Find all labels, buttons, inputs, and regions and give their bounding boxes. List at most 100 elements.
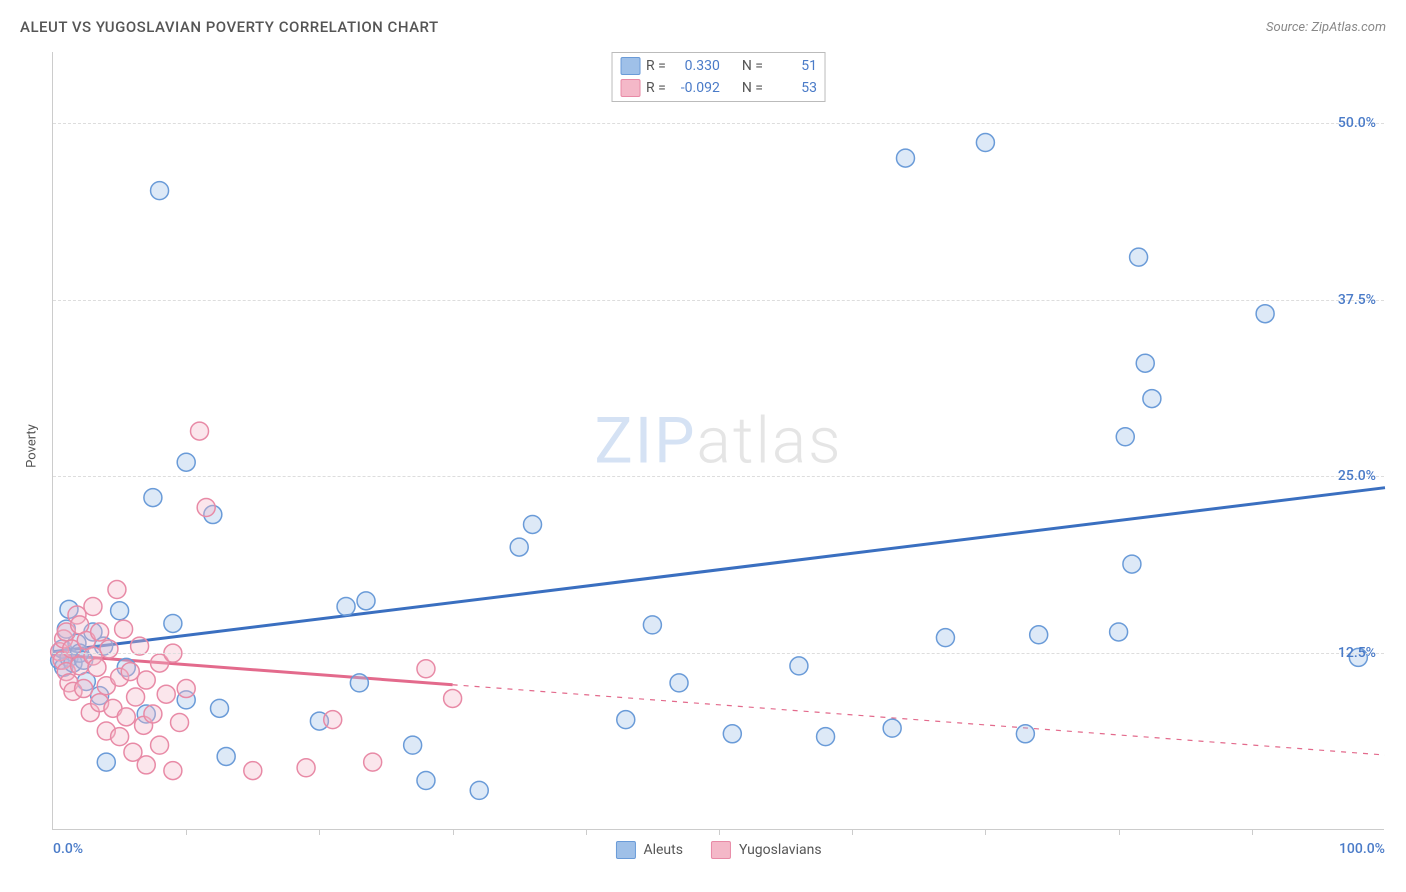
data-point bbox=[643, 616, 661, 634]
y-tick-label: 12.5% bbox=[1338, 645, 1376, 661]
chart-container: ALEUT VS YUGOSLAVIAN POVERTY CORRELATION… bbox=[0, 0, 1406, 892]
data-point bbox=[1130, 248, 1148, 266]
data-point bbox=[127, 688, 145, 706]
data-point bbox=[896, 149, 914, 167]
data-point bbox=[137, 671, 155, 689]
y-tick-label: 50.0% bbox=[1338, 115, 1376, 131]
y-tick-label: 25.0% bbox=[1338, 468, 1376, 484]
data-point bbox=[417, 660, 435, 678]
data-point bbox=[97, 753, 115, 771]
data-point bbox=[936, 629, 954, 647]
x-tick-mark bbox=[1252, 829, 1253, 835]
data-point bbox=[357, 592, 375, 610]
r-label: R = bbox=[646, 58, 666, 74]
legend-series: Aleuts Yugoslavians bbox=[615, 841, 821, 859]
data-point bbox=[88, 658, 106, 676]
data-point bbox=[444, 689, 462, 707]
data-point bbox=[817, 728, 835, 746]
gridline-h bbox=[53, 123, 1384, 124]
legend-series-item: Yugoslavians bbox=[711, 841, 822, 859]
legend-stats: R =0.330N =51R =-0.092N =53 bbox=[611, 52, 826, 102]
data-point bbox=[91, 623, 109, 641]
r-value: 0.330 bbox=[672, 58, 720, 74]
data-point bbox=[164, 614, 182, 632]
x-tick-label: 0.0% bbox=[53, 841, 83, 857]
x-tick-mark bbox=[719, 829, 720, 835]
chart-source: Source: ZipAtlas.com bbox=[1266, 20, 1386, 35]
data-point bbox=[524, 515, 542, 533]
data-point bbox=[883, 719, 901, 737]
data-point bbox=[364, 753, 382, 771]
data-point bbox=[350, 674, 368, 692]
y-tick-label: 37.5% bbox=[1338, 292, 1376, 308]
data-point bbox=[151, 736, 169, 754]
legend-stats-row: R =-0.092N =53 bbox=[620, 77, 817, 99]
data-point bbox=[1016, 725, 1034, 743]
data-point bbox=[1136, 354, 1154, 372]
data-point bbox=[111, 728, 129, 746]
chart-title: ALEUT VS YUGOSLAVIAN POVERTY CORRELATION… bbox=[20, 18, 439, 36]
data-point bbox=[670, 674, 688, 692]
data-point bbox=[297, 759, 315, 777]
data-point bbox=[75, 680, 93, 698]
data-point bbox=[244, 762, 262, 780]
legend-swatch bbox=[620, 57, 640, 75]
x-tick-mark bbox=[186, 829, 187, 835]
plot-svg bbox=[53, 52, 1384, 829]
legend-swatch bbox=[615, 841, 635, 859]
data-point bbox=[790, 657, 808, 675]
data-point bbox=[470, 781, 488, 799]
data-point bbox=[108, 581, 126, 599]
data-point bbox=[217, 747, 235, 765]
data-point bbox=[1123, 555, 1141, 573]
data-point bbox=[337, 598, 355, 616]
data-point bbox=[976, 134, 994, 152]
r-label: R = bbox=[646, 80, 666, 96]
data-point bbox=[117, 708, 135, 726]
data-point bbox=[510, 538, 528, 556]
data-point bbox=[171, 713, 189, 731]
data-point bbox=[723, 725, 741, 743]
n-label: N = bbox=[742, 80, 763, 96]
data-point bbox=[121, 663, 139, 681]
data-point bbox=[164, 762, 182, 780]
y-axis-label: Poverty bbox=[24, 424, 39, 468]
data-point bbox=[191, 422, 209, 440]
x-tick-mark bbox=[319, 829, 320, 835]
regression-line bbox=[53, 488, 1385, 652]
data-point bbox=[617, 711, 635, 729]
n-label: N = bbox=[742, 58, 763, 74]
gridline-h bbox=[53, 300, 1384, 301]
data-point bbox=[111, 602, 129, 620]
data-point bbox=[1110, 623, 1128, 641]
data-point bbox=[211, 699, 229, 717]
data-point bbox=[324, 711, 342, 729]
x-tick-mark bbox=[1119, 829, 1120, 835]
data-point bbox=[1030, 626, 1048, 644]
x-tick-mark bbox=[852, 829, 853, 835]
data-point bbox=[1256, 305, 1274, 323]
legend-series-label: Aleuts bbox=[643, 842, 682, 858]
data-point bbox=[100, 640, 118, 658]
gridline-h bbox=[53, 476, 1384, 477]
legend-stats-row: R = 0.330 N = 51 bbox=[620, 55, 817, 77]
x-tick-mark bbox=[985, 829, 986, 835]
data-point bbox=[115, 620, 133, 638]
legend-swatch bbox=[620, 79, 640, 97]
gridline-h bbox=[53, 653, 1384, 654]
x-tick-label: 100.0% bbox=[1339, 841, 1385, 857]
r-value: -0.092 bbox=[672, 80, 720, 96]
data-point bbox=[177, 453, 195, 471]
data-point bbox=[84, 598, 102, 616]
data-point bbox=[137, 756, 155, 774]
data-point bbox=[144, 705, 162, 723]
x-tick-mark bbox=[586, 829, 587, 835]
chart-header: ALEUT VS YUGOSLAVIAN POVERTY CORRELATION… bbox=[20, 18, 1386, 36]
data-point bbox=[144, 489, 162, 507]
data-point bbox=[197, 498, 215, 516]
legend-swatch bbox=[711, 841, 731, 859]
n-value: 51 bbox=[769, 58, 817, 74]
data-point bbox=[1116, 428, 1134, 446]
data-point bbox=[404, 736, 422, 754]
legend-series-item: Aleuts bbox=[615, 841, 682, 859]
